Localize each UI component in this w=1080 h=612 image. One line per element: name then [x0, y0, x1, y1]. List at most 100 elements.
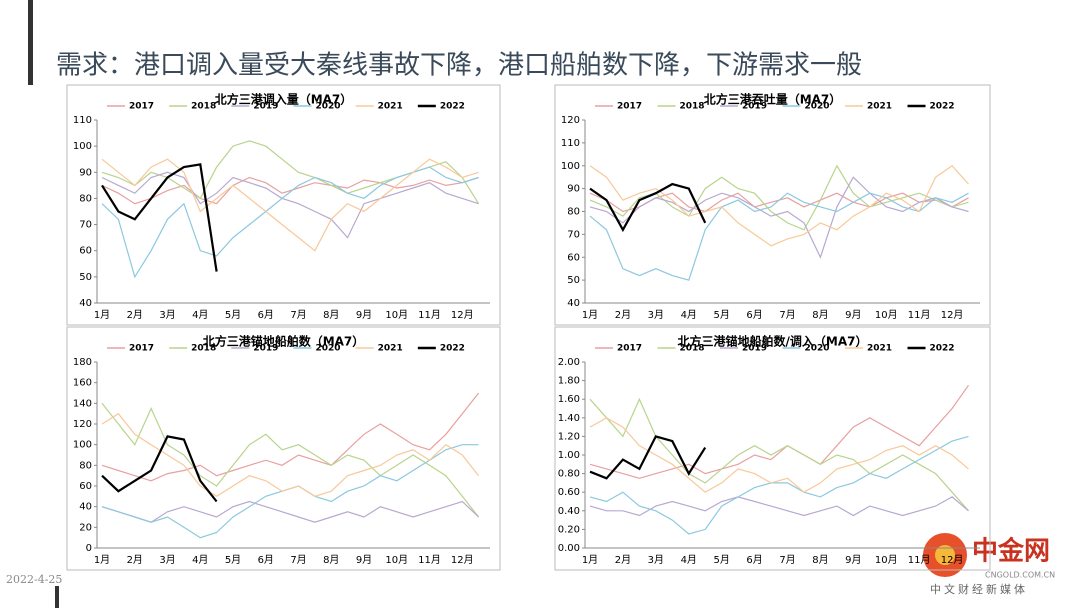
y-tick-label: 140	[73, 398, 92, 409]
y-tick-label: 1.80	[558, 376, 580, 387]
y-tick-label: 0.00	[558, 543, 580, 554]
legend-label: 2018	[680, 102, 705, 112]
y-tick-label: 60	[79, 481, 92, 492]
y-tick-label: 40	[79, 502, 92, 513]
slide-title: 需求：港口调入量受大秦线事故下降，港口船舶数下降，下游需求一般	[56, 51, 862, 81]
chart-title: 北方三港吞吐量（MA7）	[704, 92, 842, 107]
series-line	[101, 176, 479, 205]
series-line	[589, 182, 707, 233]
y-tick-label: 40	[567, 298, 580, 309]
series-line	[101, 171, 479, 239]
y-tick-label: 70	[567, 229, 580, 240]
series-line	[101, 444, 479, 539]
logo-icon-inner	[935, 545, 955, 565]
y-tick-label: 20	[79, 522, 92, 533]
legend-label: 2021	[867, 102, 892, 112]
x-tick-label: 12月	[451, 309, 474, 321]
x-tick-label: 6月	[746, 309, 762, 321]
x-tick-label: 3月	[159, 554, 175, 566]
date: 2022-4-25	[6, 573, 62, 586]
y-tick-label: 110	[561, 138, 580, 149]
x-tick-label: 6月	[258, 309, 274, 321]
logo-text: 中金网	[972, 536, 1050, 567]
x-tick-label: 3月	[648, 309, 664, 321]
legend-label: 2017	[617, 344, 642, 354]
logo-sub: 中文财经新媒体	[930, 582, 1028, 596]
y-tick-label: 90	[79, 167, 92, 178]
x-tick-label: 4月	[192, 309, 208, 321]
y-tick-label: 0.60	[558, 487, 580, 498]
x-tick-label: 7月	[779, 554, 795, 566]
x-tick-label: 10月	[875, 554, 898, 566]
x-tick-label: 9月	[845, 309, 861, 321]
legend-label: 2019	[253, 102, 278, 112]
legend-label: 2022	[930, 102, 955, 112]
x-tick-label: 5月	[713, 309, 729, 321]
legend-label: 2021	[867, 344, 892, 354]
series-line	[101, 392, 480, 482]
x-tick-label: 9月	[356, 554, 372, 566]
legend-label: 2021	[378, 102, 403, 112]
x-tick-label: 3月	[648, 554, 664, 566]
x-tick-label: 10月	[875, 309, 898, 321]
series-line	[589, 496, 969, 517]
x-tick-label: 8月	[812, 554, 828, 566]
series-line	[589, 435, 969, 535]
chart-frame	[66, 84, 501, 326]
accent-bar-bottom	[55, 586, 59, 608]
x-tick-label: 2月	[127, 554, 143, 566]
chart-frame	[66, 326, 501, 571]
x-tick-label: 5月	[225, 309, 241, 321]
x-tick-label: 5月	[713, 554, 729, 566]
series-line	[589, 417, 969, 493]
x-tick-label: 11月	[418, 309, 441, 321]
x-tick-label: 10月	[385, 554, 408, 566]
logo-url: CNGOLD.COM.CN	[985, 571, 1055, 580]
series-line	[101, 435, 218, 503]
y-tick-label: 1.60	[558, 394, 580, 405]
y-tick-label: 100	[73, 141, 92, 152]
y-tick-label: 0.40	[558, 506, 580, 517]
x-tick-label: 9月	[845, 554, 861, 566]
x-tick-label: 8月	[323, 554, 339, 566]
legend-label: 2019	[253, 344, 278, 354]
chart-frame	[554, 84, 991, 326]
chart-title: 北方三港锚地船舶数/调入（MA7）	[678, 334, 868, 349]
y-tick-label: 50	[79, 272, 92, 283]
x-tick-label: 11月	[908, 309, 931, 321]
chart-frame	[554, 326, 991, 571]
x-tick-label: 1月	[582, 554, 598, 566]
series-line	[589, 397, 969, 512]
y-tick-label: 0.80	[558, 469, 580, 480]
x-tick-label: 4月	[681, 309, 697, 321]
y-tick-label: 80	[79, 460, 92, 471]
legend-label: 2018	[191, 102, 216, 112]
chart-title: 北方三港锚地船舶数（MA7）	[203, 334, 365, 349]
legend-label: 2022	[440, 102, 465, 112]
y-tick-label: 80	[567, 207, 580, 218]
y-tick-label: 60	[567, 252, 580, 263]
y-tick-label: 180	[73, 357, 92, 368]
legend-label: 2020	[316, 102, 341, 112]
x-tick-label: 8月	[812, 309, 828, 321]
accent-bar	[28, 0, 33, 85]
y-tick-label: 2.00	[558, 357, 580, 368]
x-tick-label: 5月	[225, 554, 241, 566]
legend-label: 2019	[742, 102, 767, 112]
legend-label: 2019	[742, 344, 767, 354]
y-tick-label: 100	[561, 161, 580, 172]
y-tick-label: 0.20	[558, 524, 580, 535]
y-tick-label: 60	[79, 246, 92, 257]
series-line	[589, 192, 969, 281]
x-tick-label: 1月	[94, 554, 110, 566]
y-tick-label: 90	[567, 184, 580, 195]
y-tick-label: 80	[79, 193, 92, 204]
legend-label: 2021	[378, 344, 403, 354]
y-tick-label: 110	[73, 115, 92, 126]
legend-label: 2018	[680, 344, 705, 354]
legend-label: 2022	[930, 344, 955, 354]
legend-label: 2022	[440, 344, 465, 354]
series-line	[589, 176, 969, 259]
x-tick-label: 3月	[159, 309, 175, 321]
